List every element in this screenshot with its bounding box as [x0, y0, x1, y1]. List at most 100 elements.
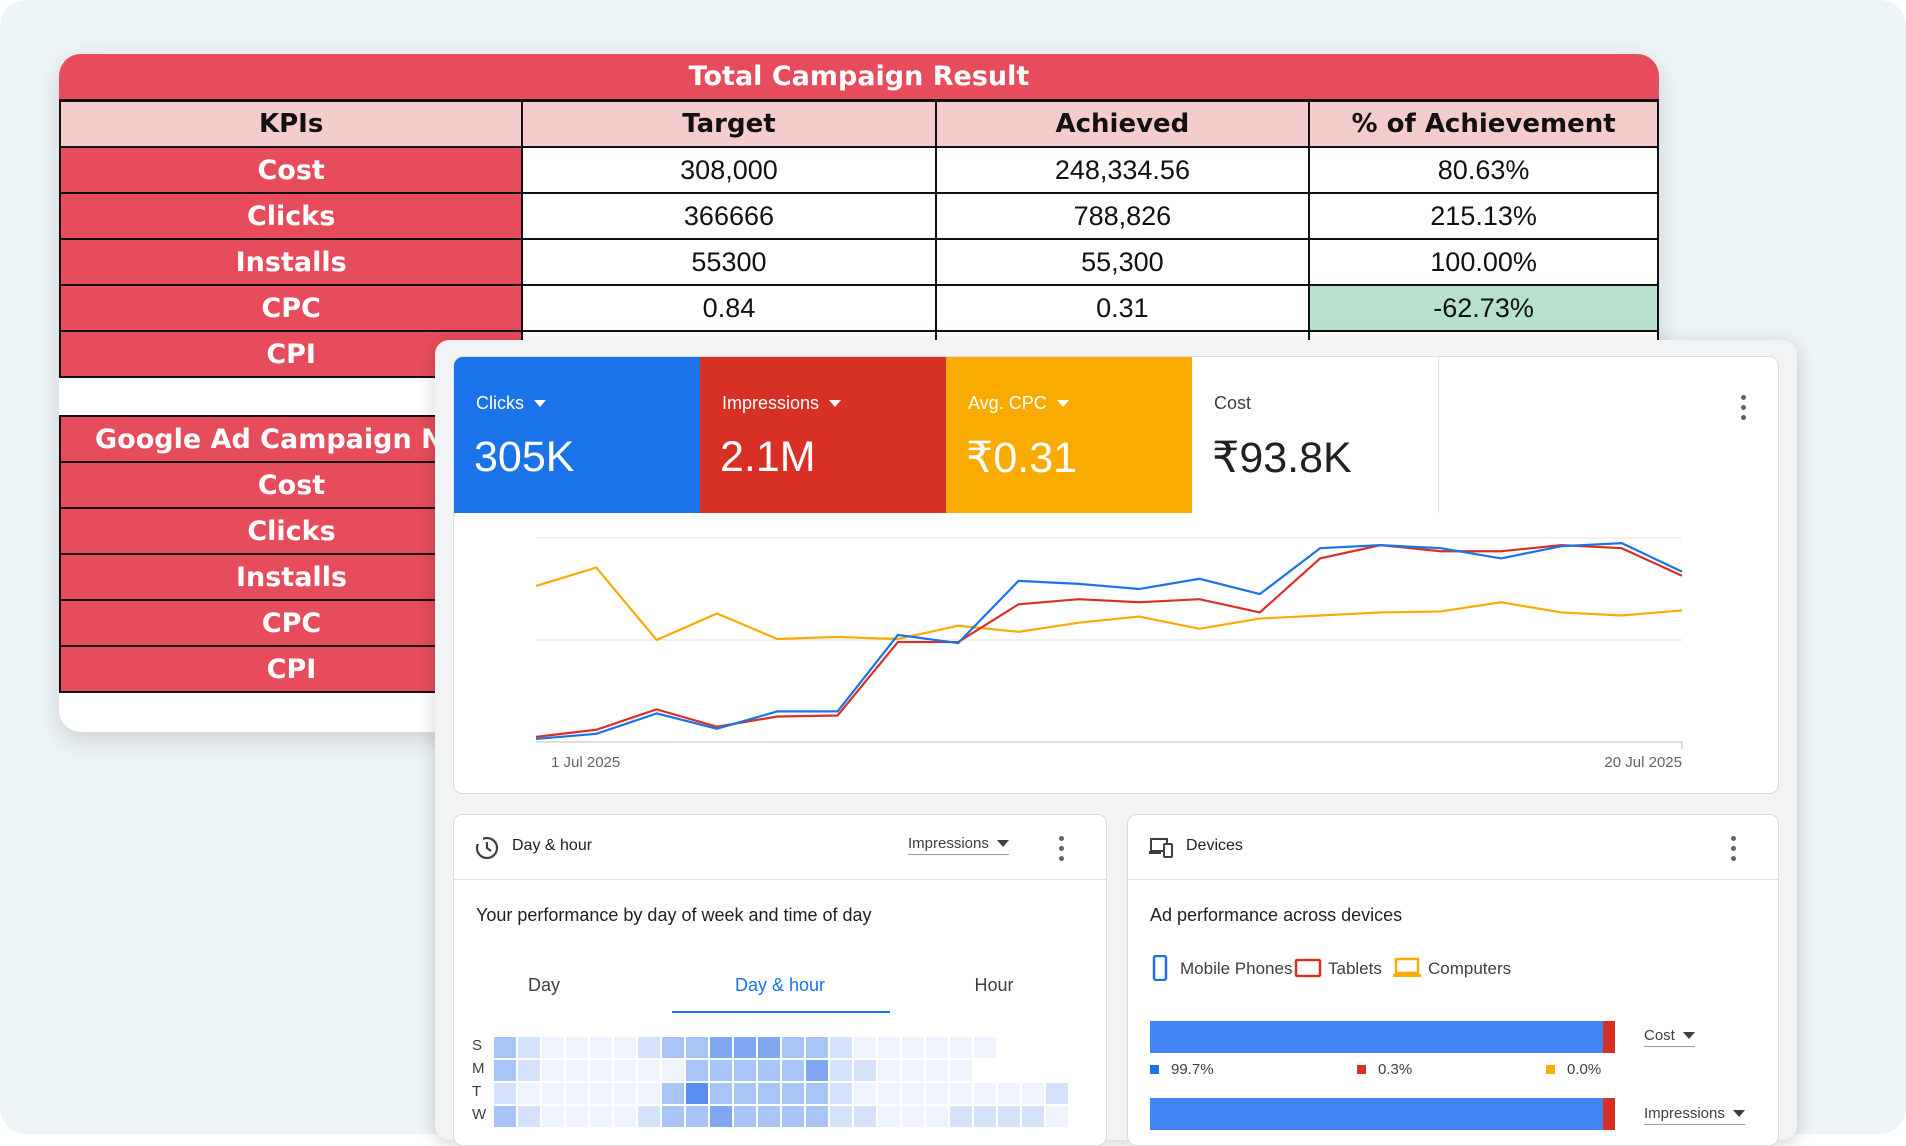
- heatmap-cell[interactable]: [830, 1083, 852, 1104]
- heatmap-cell[interactable]: [926, 1037, 948, 1058]
- heatmap-cell[interactable]: [542, 1037, 564, 1058]
- metric-impressions[interactable]: Impressions 2.1M: [700, 357, 946, 513]
- heatmap-cell[interactable]: [710, 1037, 732, 1058]
- heatmap-cell[interactable]: [782, 1060, 804, 1081]
- dropdown-caret-icon[interactable]: [829, 400, 842, 407]
- heatmap-cell[interactable]: [710, 1060, 732, 1081]
- heatmap-cell[interactable]: [878, 1106, 900, 1127]
- heatmap-cell[interactable]: [686, 1083, 708, 1104]
- heatmap-cell[interactable]: [734, 1083, 756, 1104]
- dropdown-caret-icon[interactable]: [1056, 400, 1069, 407]
- heatmap-cell[interactable]: [662, 1083, 684, 1104]
- heatmap-cell[interactable]: [734, 1060, 756, 1081]
- heatmap-cell[interactable]: [998, 1083, 1020, 1104]
- heatmap-cell[interactable]: [1022, 1083, 1044, 1104]
- heatmap-cell[interactable]: [1046, 1106, 1068, 1127]
- heatmap-cell[interactable]: [998, 1060, 1020, 1081]
- heatmap-cell[interactable]: [494, 1083, 516, 1104]
- device-metric-dropdown-cost[interactable]: Cost: [1644, 1027, 1695, 1047]
- heatmap-cell[interactable]: [518, 1037, 540, 1058]
- heatmap-cell[interactable]: [662, 1037, 684, 1058]
- heatmap-cell[interactable]: [758, 1060, 780, 1081]
- heatmap-cell[interactable]: [590, 1060, 612, 1081]
- heatmap-cell[interactable]: [638, 1060, 660, 1081]
- more-options-icon[interactable]: [1741, 395, 1747, 425]
- heatmap-cell[interactable]: [590, 1083, 612, 1104]
- heatmap-cell[interactable]: [830, 1106, 852, 1127]
- heatmap-cell[interactable]: [1046, 1037, 1068, 1058]
- heatmap-cell[interactable]: [902, 1060, 924, 1081]
- heatmap-cell[interactable]: [686, 1060, 708, 1081]
- heatmap-cell[interactable]: [638, 1083, 660, 1104]
- heatmap-cell[interactable]: [1022, 1037, 1044, 1058]
- heatmap-cell[interactable]: [494, 1037, 516, 1058]
- heatmap-cell[interactable]: [638, 1106, 660, 1127]
- heatmap-cell[interactable]: [614, 1060, 636, 1081]
- heatmap-cell[interactable]: [926, 1106, 948, 1127]
- heatmap-cell[interactable]: [950, 1060, 972, 1081]
- heatmap-cell[interactable]: [686, 1037, 708, 1058]
- heatmap-cell[interactable]: [566, 1083, 588, 1104]
- heatmap-cell[interactable]: [926, 1083, 948, 1104]
- metric-clicks[interactable]: Clicks 305K: [454, 357, 700, 513]
- heatmap-cell[interactable]: [878, 1037, 900, 1058]
- heatmap-cell[interactable]: [710, 1106, 732, 1127]
- heatmap-cell[interactable]: [974, 1037, 996, 1058]
- heatmap-cell[interactable]: [566, 1106, 588, 1127]
- heatmap-cell[interactable]: [614, 1037, 636, 1058]
- heatmap-cell[interactable]: [830, 1060, 852, 1081]
- heatmap-cell[interactable]: [974, 1060, 996, 1081]
- heatmap-cell[interactable]: [854, 1083, 876, 1104]
- heatmap-cell[interactable]: [1022, 1060, 1044, 1081]
- heatmap-cell[interactable]: [782, 1106, 804, 1127]
- heatmap-cell[interactable]: [782, 1083, 804, 1104]
- dropdown-caret-icon[interactable]: [534, 400, 546, 407]
- heatmap-cell[interactable]: [902, 1037, 924, 1058]
- heatmap-cell[interactable]: [782, 1037, 804, 1058]
- heatmap-cell[interactable]: [998, 1037, 1020, 1058]
- heatmap-cell[interactable]: [518, 1106, 540, 1127]
- heatmap-cell[interactable]: [662, 1106, 684, 1127]
- heatmap-cell[interactable]: [878, 1060, 900, 1081]
- tab-hour[interactable]: Hour: [974, 975, 1014, 995]
- heatmap-cell[interactable]: [518, 1083, 540, 1104]
- heatmap-cell[interactable]: [566, 1060, 588, 1081]
- device-metric-dropdown-impressions[interactable]: Impressions: [1644, 1105, 1745, 1125]
- heatmap-cell[interactable]: [854, 1106, 876, 1127]
- heatmap-cell[interactable]: [614, 1083, 636, 1104]
- heatmap-cell[interactable]: [494, 1106, 516, 1127]
- heatmap-cell[interactable]: [950, 1106, 972, 1127]
- heatmap-cell[interactable]: [614, 1106, 636, 1127]
- heatmap-cell[interactable]: [950, 1083, 972, 1104]
- heatmap-cell[interactable]: [542, 1106, 564, 1127]
- metric-avg-cpc[interactable]: Avg. CPC ₹0.31: [946, 357, 1192, 513]
- metric-cost[interactable]: Cost ₹93.8K: [1192, 357, 1439, 513]
- heatmap-cell[interactable]: [902, 1106, 924, 1127]
- heatmap-cell[interactable]: [854, 1037, 876, 1058]
- heatmap-cell[interactable]: [902, 1083, 924, 1104]
- heatmap-cell[interactable]: [662, 1060, 684, 1081]
- heatmap-cell[interactable]: [806, 1083, 828, 1104]
- heatmap-cell[interactable]: [806, 1037, 828, 1058]
- heatmap-cell[interactable]: [950, 1037, 972, 1058]
- heatmap-cell[interactable]: [734, 1037, 756, 1058]
- day-hour-metric-dropdown[interactable]: Impressions: [908, 835, 1009, 855]
- heatmap-cell[interactable]: [542, 1060, 564, 1081]
- heatmap-cell[interactable]: [998, 1106, 1020, 1127]
- heatmap-cell[interactable]: [590, 1037, 612, 1058]
- heatmap-cell[interactable]: [854, 1060, 876, 1081]
- heatmap-cell[interactable]: [1046, 1083, 1068, 1104]
- heatmap-cell[interactable]: [878, 1083, 900, 1104]
- heatmap-cell[interactable]: [566, 1037, 588, 1058]
- more-options-icon[interactable]: [1059, 836, 1065, 866]
- tab-day[interactable]: Day: [527, 975, 560, 995]
- heatmap-cell[interactable]: [758, 1037, 780, 1058]
- heatmap-cell[interactable]: [590, 1106, 612, 1127]
- heatmap-cell[interactable]: [974, 1106, 996, 1127]
- heatmap-cell[interactable]: [806, 1106, 828, 1127]
- tab-day-and-hour[interactable]: Day & hour: [734, 975, 826, 995]
- heatmap-cell[interactable]: [1046, 1060, 1068, 1081]
- heatmap-cell[interactable]: [806, 1060, 828, 1081]
- heatmap-cell[interactable]: [710, 1083, 732, 1104]
- heatmap-cell[interactable]: [758, 1083, 780, 1104]
